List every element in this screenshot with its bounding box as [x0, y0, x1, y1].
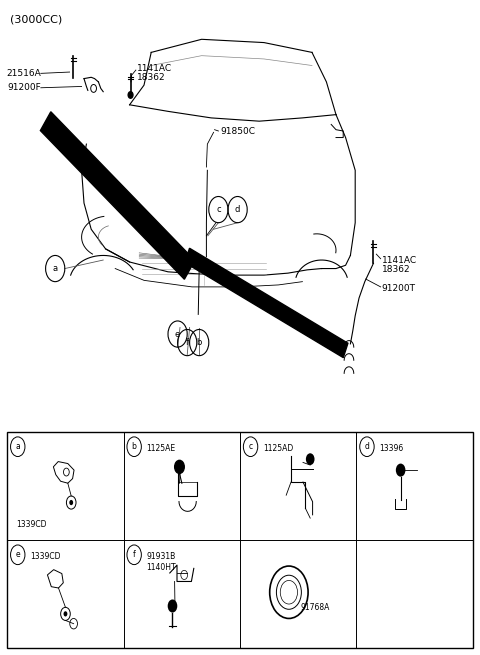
Text: f: f	[133, 550, 135, 559]
Circle shape	[69, 500, 73, 505]
Text: a: a	[53, 264, 58, 273]
Circle shape	[306, 453, 314, 465]
Polygon shape	[185, 248, 348, 358]
Text: e: e	[15, 550, 20, 559]
Text: 18362: 18362	[137, 73, 166, 82]
Text: c: c	[249, 442, 252, 451]
Text: b: b	[132, 442, 137, 451]
Text: (3000CC): (3000CC)	[10, 14, 62, 24]
Text: 21516A: 21516A	[6, 69, 41, 78]
Text: 1339CD: 1339CD	[30, 552, 61, 561]
Text: a: a	[15, 442, 20, 451]
Text: 91931B
1140HT: 91931B 1140HT	[147, 552, 176, 572]
Text: 18362: 18362	[382, 265, 410, 274]
Text: f: f	[186, 338, 189, 347]
Circle shape	[168, 599, 177, 612]
Circle shape	[63, 611, 67, 616]
Text: 1339CD: 1339CD	[16, 519, 47, 529]
Text: 91200F: 91200F	[7, 83, 41, 92]
Circle shape	[396, 464, 406, 477]
Text: e: e	[175, 329, 180, 339]
FancyBboxPatch shape	[7, 432, 473, 648]
Text: 91850C: 91850C	[221, 126, 256, 136]
Text: c: c	[216, 205, 221, 214]
Polygon shape	[40, 112, 195, 279]
Text: 1141AC: 1141AC	[382, 256, 417, 265]
Text: 13396: 13396	[380, 444, 404, 453]
Text: 1125AE: 1125AE	[147, 444, 176, 453]
Circle shape	[175, 460, 184, 474]
Text: 91200T: 91200T	[382, 284, 416, 293]
Text: d: d	[235, 205, 240, 214]
Text: 1125AD: 1125AD	[263, 444, 293, 453]
Text: b: b	[196, 338, 202, 347]
Text: 91768A: 91768A	[300, 603, 330, 612]
Circle shape	[128, 92, 133, 98]
Text: d: d	[364, 442, 370, 451]
Text: 1141AC: 1141AC	[137, 64, 172, 73]
